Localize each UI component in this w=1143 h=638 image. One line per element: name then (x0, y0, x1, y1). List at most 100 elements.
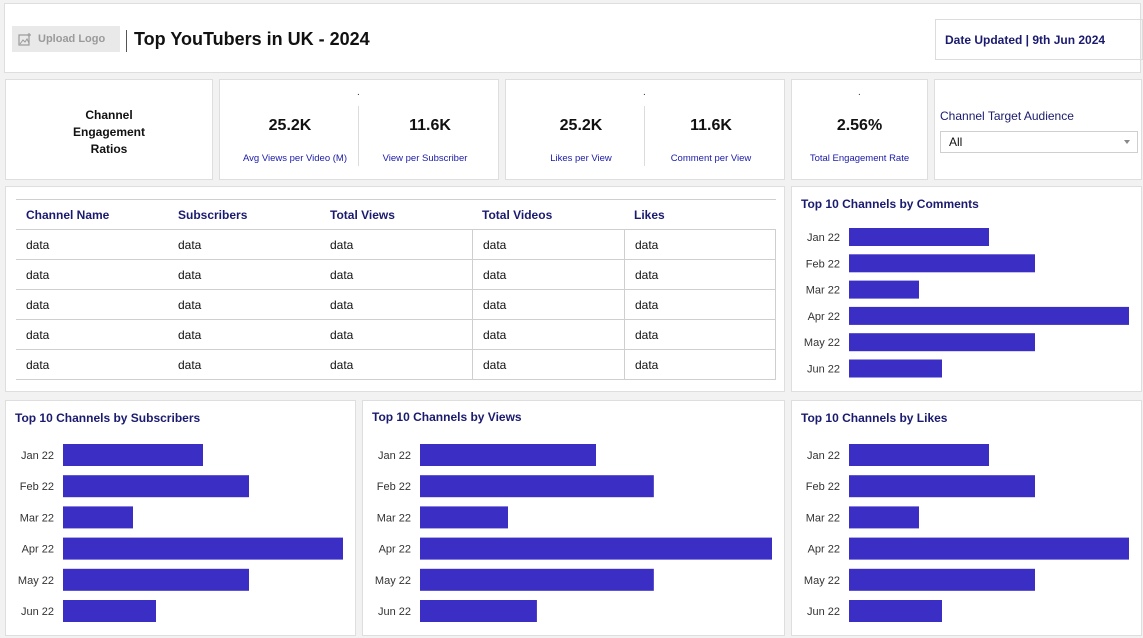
engagement-rate-card: . 2.56% Total Engagement Rate (791, 79, 928, 180)
table-cell: data (330, 268, 354, 282)
comments-chart-card: Top 10 Channels by Comments Jan 22 Feb 22… (791, 186, 1142, 392)
category-tick-label: Jan 22 (807, 232, 840, 244)
table-cell: data (472, 290, 624, 319)
bar[interactable] (849, 568, 1035, 591)
table-cell: data (330, 358, 354, 372)
date-updated-badge: Date Updated | 9th Jun 2024 (935, 19, 1143, 60)
column-header[interactable]: Subscribers (178, 207, 248, 222)
table-cell: data (624, 290, 776, 319)
category-tick-label: Jan 22 (378, 450, 411, 462)
card-dot: . (357, 87, 360, 98)
page-title: Top YouTubers in UK - 2024 (134, 29, 370, 49)
chart-title: Top 10 Channels by Likes (801, 411, 948, 425)
bar[interactable] (420, 600, 537, 622)
comment-per-view-value: 11.6K (690, 117, 732, 134)
bar[interactable] (849, 600, 942, 622)
table-cell: data (624, 350, 776, 379)
table-cell: data (472, 260, 624, 289)
table-row: data data data data data (16, 350, 776, 380)
card-dot: . (643, 87, 646, 98)
bar[interactable] (420, 506, 508, 529)
audience-filter-select[interactable]: All (940, 131, 1138, 153)
bar[interactable] (849, 333, 1035, 352)
category-tick-label: Jun 22 (378, 606, 411, 618)
bar[interactable] (849, 506, 919, 529)
category-tick-label: Jan 22 (21, 450, 54, 462)
views-bar-chart: Jan 22 Feb 22 Mar 22 Apr 22 May 22 Jun 22 (375, 444, 772, 622)
bar[interactable] (63, 444, 203, 466)
channels-table-card: Channel Name Subscribers Total Views Tot… (5, 186, 785, 392)
category-tick-label: Apr 22 (808, 544, 840, 556)
table-cell: data (472, 350, 624, 379)
category-tick-label: May 22 (18, 575, 54, 587)
table-cell: data (178, 358, 202, 372)
bar[interactable] (849, 280, 919, 299)
category-tick-label: Mar 22 (20, 512, 54, 524)
bar[interactable] (849, 306, 1129, 325)
likes-per-view-value: 25.2K (559, 117, 603, 134)
bar[interactable] (849, 359, 942, 378)
category-tick-label: May 22 (804, 337, 840, 349)
bar[interactable] (420, 444, 596, 466)
bar[interactable] (420, 475, 654, 498)
column-header[interactable]: Channel Name (26, 207, 110, 222)
table-cell: data (330, 328, 354, 342)
table-cell: data (472, 230, 624, 259)
comment-per-view-label: Comment per View (670, 153, 752, 164)
avg-views-value: 25.2K (268, 117, 312, 134)
table-cell: data (178, 268, 202, 282)
category-tick-label: Jan 22 (807, 450, 840, 462)
audience-filter-value: All (949, 135, 963, 149)
table-header: Channel Name Subscribers Total Views Tot… (16, 200, 776, 229)
column-header[interactable]: Total Views (330, 207, 395, 222)
table-cell: data (26, 298, 50, 312)
upload-logo-label: Upload Logo (38, 33, 106, 45)
ratios-label-line: Ratios (90, 142, 128, 156)
avg-views-label: Avg Views per Video (M) (242, 153, 348, 164)
upload-logo-button[interactable]: Upload Logo (12, 26, 120, 52)
channels-table: Channel Name Subscribers Total Views Tot… (16, 199, 776, 380)
table-cell: data (178, 238, 202, 252)
subscribers-chart-card: Top 10 Channels by Subscribers Jan 22 Feb… (5, 400, 356, 636)
category-tick-label: Mar 22 (806, 285, 840, 297)
comments-bar-chart: Jan 22 Feb 22 Mar 22 Apr 22 May 22 Jun 22 (804, 228, 1129, 378)
header-bar: Upload Logo Top YouTubers in UK - 2024 D… (4, 3, 1143, 73)
bar[interactable] (420, 568, 654, 591)
audience-filter-label: Channel Target Audience (940, 109, 1074, 123)
bar[interactable] (849, 475, 1035, 498)
category-tick-label: Apr 22 (808, 311, 840, 323)
bar[interactable] (63, 506, 133, 529)
bar[interactable] (63, 475, 249, 498)
ratios-label-line: Channel (85, 108, 133, 122)
table-row: data data data data data (16, 290, 776, 320)
category-tick-label: Jun 22 (807, 606, 840, 618)
table-row: data data data data data (16, 230, 776, 260)
table-cell: data (624, 260, 776, 289)
column-header[interactable]: Likes (634, 207, 665, 222)
category-tick-label: Feb 22 (806, 481, 840, 493)
likes-bar-chart: Jan 22 Feb 22 Mar 22 Apr 22 May 22 Jun 22 (804, 444, 1129, 622)
bar[interactable] (63, 600, 156, 622)
title-divider (126, 30, 127, 52)
bar[interactable] (849, 254, 1035, 273)
audience-filter-card: Channel Target Audience All (934, 79, 1142, 180)
bar[interactable] (63, 537, 343, 560)
kpi-divider (644, 106, 645, 166)
category-tick-label: Feb 22 (20, 481, 54, 493)
bar[interactable] (849, 228, 989, 246)
category-tick-label: Jun 22 (807, 364, 840, 376)
table-cell: data (178, 298, 202, 312)
bar[interactable] (420, 537, 772, 560)
category-tick-label: Mar 22 (377, 512, 411, 524)
kpi-divider (358, 106, 359, 166)
bar[interactable] (63, 568, 249, 591)
ratios-label-line: Engagement (72, 125, 145, 139)
column-header[interactable]: Total Videos (482, 207, 553, 222)
table-row: data data data data data (16, 260, 776, 290)
likes-chart-card: Top 10 Channels by Likes Jan 22 Feb 22 Mar… (791, 400, 1142, 636)
table-cell: data (330, 298, 354, 312)
bar[interactable] (849, 537, 1129, 560)
bar[interactable] (849, 444, 989, 466)
category-tick-label: May 22 (375, 575, 411, 587)
chart-title: Top 10 Channels by Views (372, 410, 522, 424)
